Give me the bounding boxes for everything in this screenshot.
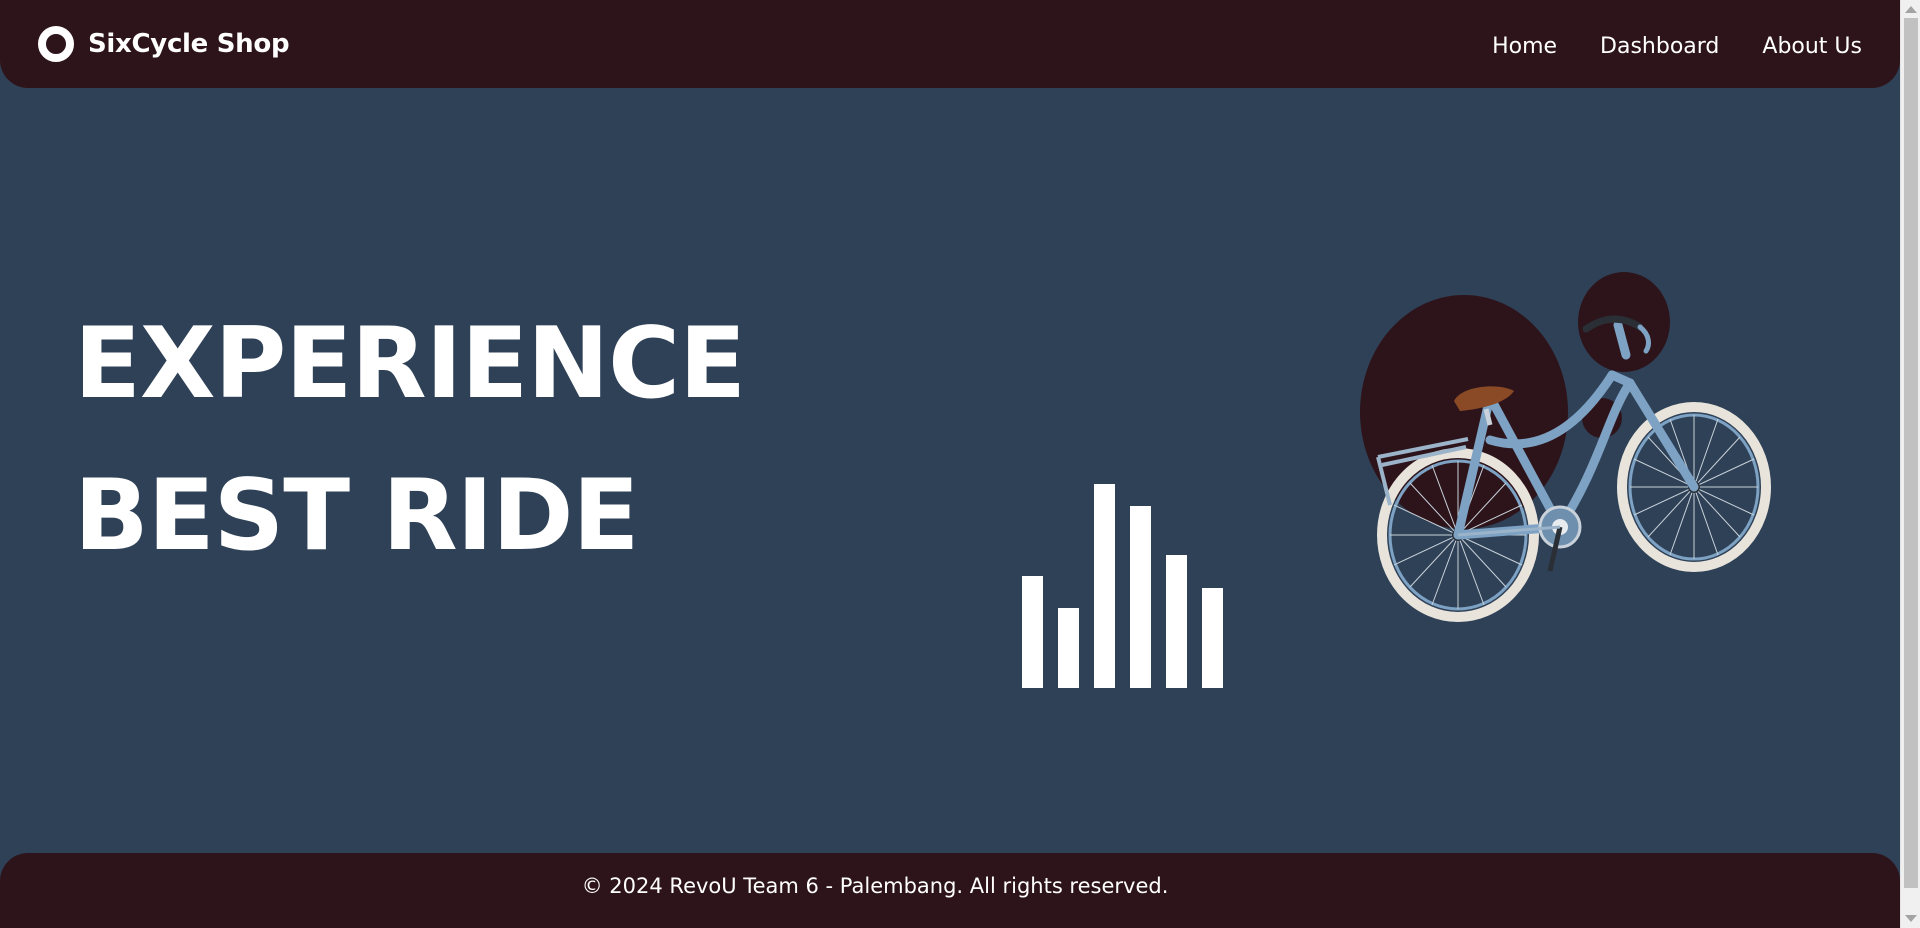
main-nav: Home Dashboard About Us [1492,34,1862,59]
scroll-thumb[interactable] [1904,18,1918,888]
site-header: SixCycle Shop Home Dashboard About Us [0,0,1900,88]
brand[interactable]: SixCycle Shop [38,24,290,64]
equalizer-bar [1130,506,1151,688]
ring-logo-icon [38,26,74,62]
hero-heading-line-2: BEST RIDE [74,459,639,573]
equalizer-bar [1202,588,1223,688]
equalizer-bar [1022,576,1043,688]
scroll-up-icon[interactable] [1905,6,1917,13]
rear-rack [1376,437,1469,506]
nav-about-us-link[interactable]: About Us [1762,34,1862,59]
copyright-text: © 2024 RevoU Team 6 - Palembang. All rig… [581,873,1169,898]
hero-heading-line-1: EXPERIENCE [74,307,746,421]
nav-dashboard-link[interactable]: Dashboard [1600,34,1720,59]
bike-frame [1453,320,1699,540]
equalizer-bars-icon [1022,480,1223,688]
brand-name: SixCycle Shop [88,29,290,59]
hero-heading: EXPERIENCE BEST RIDE [74,288,746,592]
equalizer-bar [1058,608,1079,688]
equalizer-bar [1166,555,1187,688]
nav-home-link[interactable]: Home [1492,34,1558,59]
bicycle-illustration [1360,272,1771,622]
equalizer-bar [1094,484,1115,688]
site-footer: © 2024 RevoU Team 6 - Palembang. All rig… [0,853,1900,928]
crankset [1457,505,1582,572]
handlebar [1582,315,1651,354]
scroll-down-icon[interactable] [1905,915,1917,922]
saddle [1454,386,1514,426]
page-scrollbar[interactable] [1900,0,1920,928]
